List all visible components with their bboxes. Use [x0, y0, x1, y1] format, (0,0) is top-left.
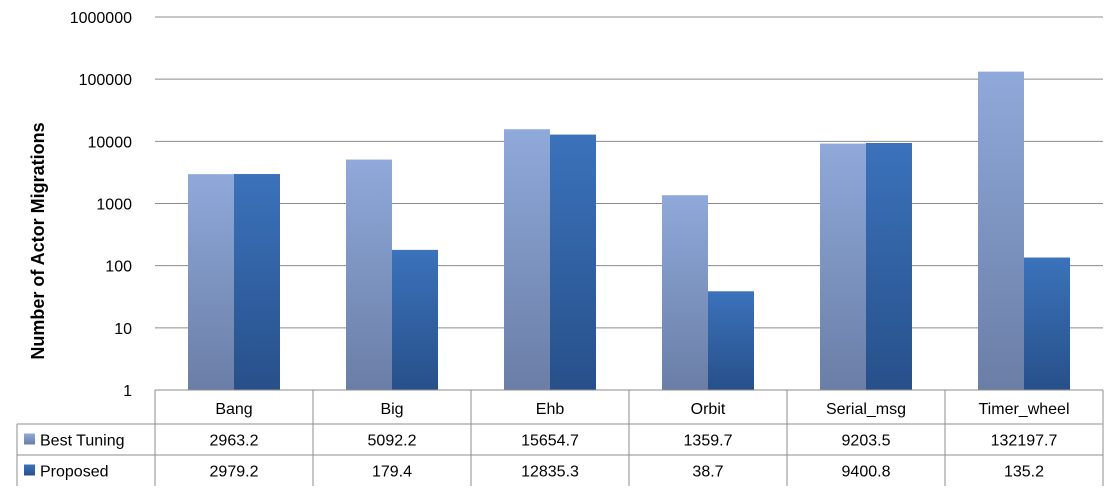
y-tick-label: 100000: [79, 72, 132, 89]
bar-proposed-big: [392, 249, 438, 390]
y-tick-label: 1000000: [70, 10, 132, 27]
bar-proposed-ehb: [550, 134, 596, 390]
data-label: 179.4: [372, 464, 412, 481]
bar-best-tuning-serial_msg: [820, 143, 866, 390]
data-label: 5092.2: [368, 433, 417, 450]
legend-label: Best Tuning: [40, 433, 125, 450]
bar-proposed-timer_wheel: [1024, 257, 1070, 390]
x-category-label: Ehb: [536, 401, 565, 418]
x-category-label: Big: [380, 401, 403, 418]
legend-swatch: [24, 464, 35, 476]
legend-label: Proposed: [40, 464, 109, 481]
data-table: Bang Big Ehb Orbit Serial_msg Timer_wheel Best…: [16, 389, 1104, 486]
data-label: 12835.3: [521, 464, 579, 481]
x-category-label: Serial_msg: [826, 401, 906, 418]
bar-proposed-bang: [234, 174, 280, 390]
bar-best-tuning-bang: [188, 174, 234, 390]
y-tick-label: 10: [114, 321, 132, 338]
y-axis-ticks: 1 10 100 1000 10000 100000 1000000: [70, 10, 132, 400]
gridlines: [155, 16, 1103, 329]
y-axis-label: Number of Actor Migrations: [28, 122, 48, 359]
bar-proposed-orbit: [708, 291, 754, 390]
y-tick-label: 1000: [96, 197, 132, 214]
data-label: 1359.7: [684, 433, 733, 450]
data-label: 38.7: [692, 464, 723, 481]
data-label: 2979.2: [210, 464, 259, 481]
y-tick-label: 100: [105, 259, 132, 276]
legend-swatch: [24, 433, 35, 445]
data-label: 135.2: [1004, 464, 1044, 481]
bar-proposed-serial_msg: [866, 143, 912, 390]
bar-best-tuning-orbit: [662, 195, 708, 390]
data-label: 132197.7: [991, 433, 1058, 450]
data-label: 9203.5: [842, 433, 891, 450]
bar-best-tuning-big: [346, 159, 392, 390]
y-tick-label: 1: [123, 383, 132, 400]
data-label: 15654.7: [521, 433, 579, 450]
data-label: 9400.8: [842, 464, 891, 481]
x-category-label: Bang: [215, 401, 252, 418]
bars: [188, 71, 1070, 391]
y-tick-label: 10000: [88, 134, 133, 151]
data-label: 2963.2: [210, 433, 259, 450]
x-category-label: Timer_wheel: [979, 401, 1070, 418]
x-category-label: Orbit: [691, 401, 726, 418]
bar-best-tuning-ehb: [504, 129, 550, 391]
bar-best-tuning-timer_wheel: [978, 71, 1024, 390]
